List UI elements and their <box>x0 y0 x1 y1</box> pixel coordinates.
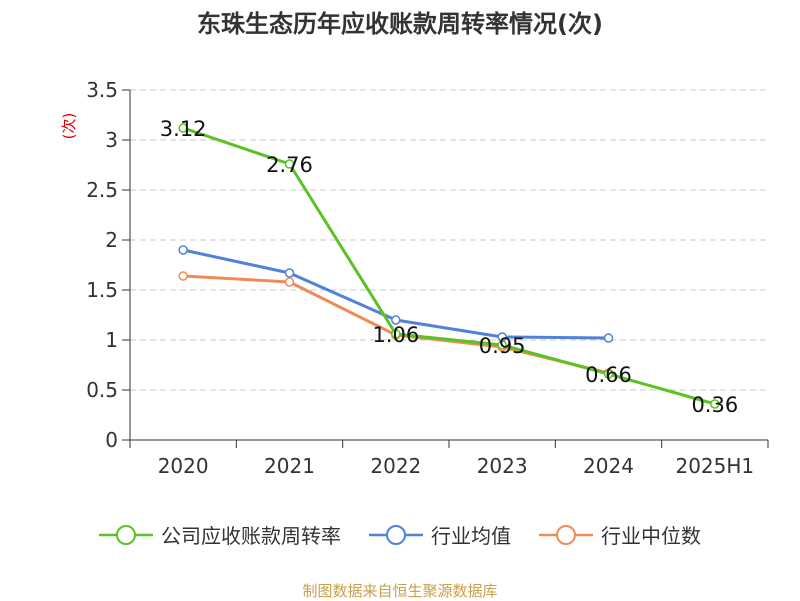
data-point <box>178 245 188 255</box>
y-tick-label: 2 <box>105 228 118 252</box>
data-label: 1.06 <box>372 323 419 347</box>
legend-item: 行业均值 <box>369 520 511 549</box>
x-tick-label: 2020 <box>158 454 209 478</box>
data-point <box>391 315 401 325</box>
data-point <box>603 369 614 379</box>
line-chart: 0 0.5 1 1.5 2 2.5 3 3.5 2020 2021 2022 2023 2024 2025… <box>60 78 769 478</box>
data-label: 0.95 <box>479 334 526 358</box>
y-tick-label: 2.5 <box>86 178 118 202</box>
series-line <box>182 126 716 406</box>
chart-legend: 公司应收账款周转率 行业均值 行业中位数 <box>0 520 800 549</box>
data-label: 0.66 <box>585 363 632 387</box>
data-point <box>497 340 507 350</box>
chart-title: 东珠生态历年应收账款周转率情况(次) <box>197 10 603 38</box>
legend-item: 公司应收账款周转率 <box>99 520 341 549</box>
x-tick-label: 2022 <box>370 454 421 478</box>
data-point <box>178 271 188 281</box>
data-point <box>284 159 295 169</box>
data-point <box>710 399 720 409</box>
legend-marker-icon <box>369 524 423 545</box>
y-tick-label: 1 <box>105 328 118 352</box>
legend-marker-icon <box>99 524 153 545</box>
y-tick-label: 0 <box>105 428 118 452</box>
legend-marker-icon <box>539 524 593 545</box>
x-tick-label: 2025H1 <box>675 454 754 478</box>
data-point <box>284 268 295 278</box>
x-tick-label: 2024 <box>583 454 634 478</box>
y-tick-label: 1.5 <box>86 278 118 302</box>
legend-item: 行业中位数 <box>539 520 701 549</box>
legend-label: 行业中位数 <box>601 524 701 548</box>
data-point <box>284 277 295 287</box>
y-tick-label: 3 <box>105 128 118 152</box>
x-tick-label: 2021 <box>264 454 315 478</box>
data-label: 0.36 <box>691 393 738 417</box>
data-point <box>603 333 614 343</box>
y-axis-label: (次) <box>60 113 78 140</box>
legend-label: 行业均值 <box>431 524 511 548</box>
x-tick-label: 2023 <box>477 454 528 478</box>
y-tick-label: 3.5 <box>86 78 118 102</box>
data-label: 2.76 <box>266 153 313 177</box>
data-label: 3.12 <box>160 117 207 141</box>
data-point <box>178 123 188 133</box>
y-tick-label: 0.5 <box>86 378 118 402</box>
legend-label: 公司应收账款周转率 <box>161 524 341 548</box>
data-point <box>391 329 401 339</box>
data-source-note: 制图数据来自恒生聚源数据库 <box>302 582 498 600</box>
